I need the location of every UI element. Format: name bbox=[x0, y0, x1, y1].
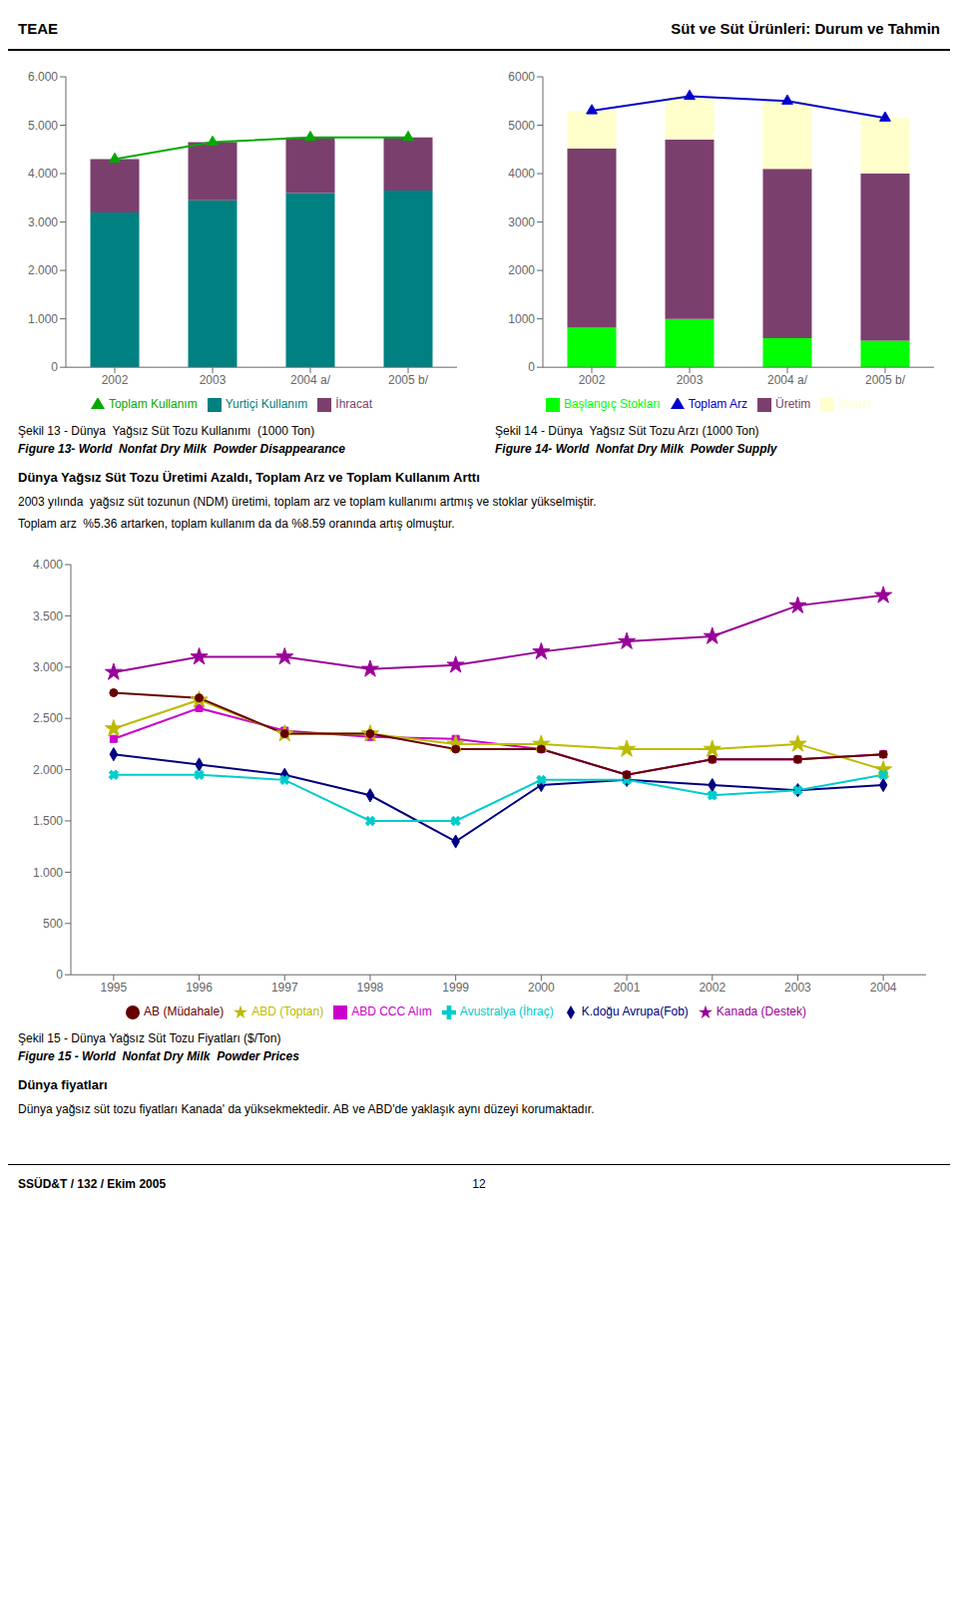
html-text:TEAE: TEAE bbox=[17, 19, 58, 37]
svg-text:2003: 2003 bbox=[784, 980, 812, 995]
svg-text:0: 0 bbox=[50, 360, 58, 375]
html-text:Şekil 14 - Dünya Yağsız Süt To: Şekil 14 - Dünya Yağsız Süt Tozu Arzı (1… bbox=[494, 424, 760, 439]
html-text:2003 yılında yağsız süt tozunu: 2003 yılında yağsız süt tozunun (NDM) ür… bbox=[17, 494, 597, 509]
html-text:Figure 13- World Nonfat Dry Mi: Figure 13- World Nonfat Dry Milk Powder … bbox=[17, 442, 346, 457]
html-text:AB (Müdahale): AB (Müdahale) bbox=[143, 1005, 224, 1020]
svg-text:1997: 1997 bbox=[271, 980, 299, 995]
svg-text:6.000: 6.000 bbox=[27, 69, 58, 84]
svg-text:3.500: 3.500 bbox=[32, 609, 63, 624]
svg-text:2002: 2002 bbox=[101, 373, 129, 388]
html-text:ABD CCC Alım: ABD CCC Alım bbox=[351, 1005, 432, 1020]
svg-text:2.000: 2.000 bbox=[27, 263, 58, 278]
svg-text:1000: 1000 bbox=[507, 312, 535, 327]
svg-text:1998: 1998 bbox=[357, 980, 385, 995]
svg-text:1.500: 1.500 bbox=[32, 814, 63, 829]
svg-text:3.000: 3.000 bbox=[32, 660, 63, 675]
html-text:Figure 15 - World Nonfat Dry M: Figure 15 - World Nonfat Dry Milk Powder… bbox=[17, 1049, 300, 1064]
html-text:Dünya fiyatları: Dünya fiyatları bbox=[17, 1077, 108, 1093]
svg-text:2004 a/: 2004 a/ bbox=[767, 373, 809, 388]
svg-text:6000: 6000 bbox=[507, 69, 535, 84]
svg-text:1995: 1995 bbox=[99, 980, 127, 995]
html-text:Yurtiçi Kullanım: Yurtiçi Kullanım bbox=[225, 397, 308, 412]
svg-text:4000: 4000 bbox=[507, 166, 535, 181]
svg-text:0: 0 bbox=[527, 360, 535, 375]
svg-text:1.000: 1.000 bbox=[32, 866, 63, 881]
svg-text:2003: 2003 bbox=[199, 373, 227, 388]
html-text:12: 12 bbox=[472, 1177, 486, 1192]
svg-text:1999: 1999 bbox=[442, 980, 470, 995]
html-text:Figure 14- World Nonfat Dry Mi: Figure 14- World Nonfat Dry Milk Powder … bbox=[494, 442, 777, 457]
svg-text:2005 b/: 2005 b/ bbox=[865, 373, 907, 388]
html-text:Şekil 13 - Dünya Yağsız Süt To: Şekil 13 - Dünya Yağsız Süt Tozu Kullanı… bbox=[17, 424, 315, 439]
svg-text:500: 500 bbox=[42, 917, 63, 932]
svg-text:2005 b/: 2005 b/ bbox=[388, 373, 430, 388]
html-text:Toplam Kullanım: Toplam Kullanım bbox=[108, 397, 198, 412]
svg-text:1996: 1996 bbox=[185, 980, 213, 995]
svg-text:1.000: 1.000 bbox=[27, 312, 58, 327]
html-text:Toplam arz %5.36 artarken, top: Toplam arz %5.36 artarken, toplam kullan… bbox=[17, 516, 455, 531]
html-text:İthalat: İthalat bbox=[838, 397, 872, 412]
svg-text:2.000: 2.000 bbox=[32, 763, 63, 778]
svg-text:2004 a/: 2004 a/ bbox=[290, 373, 332, 388]
svg-text:2002: 2002 bbox=[578, 373, 606, 388]
svg-text:2000: 2000 bbox=[527, 980, 555, 995]
html-text:Üretim: Üretim bbox=[775, 397, 811, 412]
svg-text:5.000: 5.000 bbox=[27, 118, 58, 133]
html-text:İhracat: İhracat bbox=[335, 397, 373, 412]
svg-text:4.000: 4.000 bbox=[32, 557, 63, 572]
html-text:Şekil 15 - Dünya Yağsız Süt To: Şekil 15 - Dünya Yağsız Süt Tozu Fiyatla… bbox=[17, 1031, 281, 1046]
svg-text:3000: 3000 bbox=[507, 215, 535, 230]
html-text:Dünya Yağsız Süt Tozu Üretimi: Dünya Yağsız Süt Tozu Üretimi Azaldı, To… bbox=[17, 470, 480, 485]
html-text:Süt ve Süt Ürünleri: Durum ve: Süt ve Süt Ürünleri: Durum ve Tahmin bbox=[670, 19, 941, 37]
html-text:Toplam Arz: Toplam Arz bbox=[688, 397, 748, 412]
svg-text:2000: 2000 bbox=[507, 263, 535, 278]
svg-text:5000: 5000 bbox=[507, 118, 535, 133]
svg-text:0: 0 bbox=[55, 967, 63, 982]
html-text:Dünya yağsız süt tozu fiyatlar: Dünya yağsız süt tozu fiyatları Kanada' … bbox=[17, 1102, 595, 1117]
html-text:SSÜD&T / 132 / Ekim 2005: SSÜD&T / 132 / Ekim 2005 bbox=[17, 1177, 166, 1192]
svg-text:2004: 2004 bbox=[870, 980, 898, 995]
html-text:Avustralya (İhraç): Avustralya (İhraç) bbox=[459, 1005, 554, 1020]
svg-text:4.000: 4.000 bbox=[27, 166, 58, 181]
svg-text:3.000: 3.000 bbox=[27, 215, 58, 230]
html-text:ABD (Toptan): ABD (Toptan) bbox=[251, 1005, 324, 1020]
html-text:Kanada (Destek): Kanada (Destek) bbox=[716, 1005, 807, 1020]
svg-text:2003: 2003 bbox=[676, 373, 704, 388]
html-text:Başlangıç Stokları: Başlangıç Stokları bbox=[563, 397, 661, 412]
html-text:K.doğu Avrupa(Fob): K.doğu Avrupa(Fob) bbox=[581, 1005, 689, 1020]
svg-text:2001: 2001 bbox=[613, 980, 641, 995]
svg-text:2002: 2002 bbox=[698, 980, 726, 995]
svg-text:2.500: 2.500 bbox=[32, 711, 63, 726]
